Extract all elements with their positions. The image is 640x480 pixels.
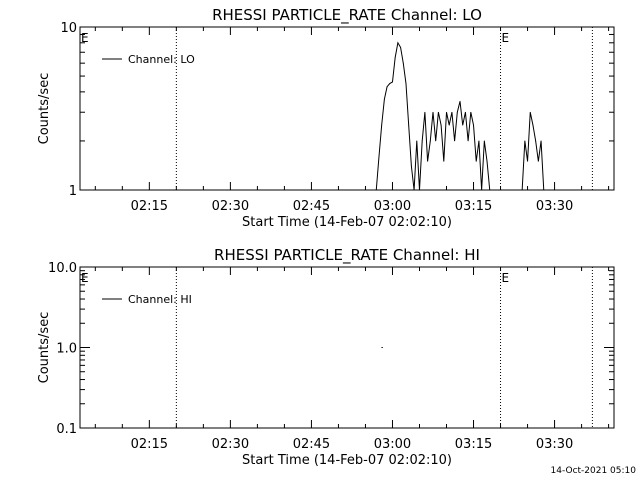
chart-0-data-point xyxy=(381,124,383,126)
chart-0-data-point xyxy=(419,189,420,191)
chart-0-data-point xyxy=(405,83,407,84)
chart-0-data-point xyxy=(375,189,377,191)
chart-0-data-point xyxy=(408,124,410,126)
chart-0-data-point xyxy=(402,62,404,64)
chart-1-x-tick-label: 03:15 xyxy=(455,437,492,452)
chart-0-y-tick-label: 1 xyxy=(69,184,77,199)
chart-0-x-tick-label: 02:30 xyxy=(212,199,249,214)
chart-0-data-point xyxy=(440,124,442,126)
chart-1-x-tick-label: 02:30 xyxy=(212,437,249,452)
chart-1-event-marker-label: E xyxy=(81,271,89,285)
chart-0-series-line xyxy=(375,41,545,191)
chart-0-data-point xyxy=(421,140,423,142)
chart-0-data-point xyxy=(448,124,450,126)
chart-0-x-tick-label: 03:30 xyxy=(536,199,573,214)
chart-0-y-tick-label: 10 xyxy=(60,21,77,36)
chart-1-data-point xyxy=(381,347,383,348)
chart-0-data-point xyxy=(389,83,391,84)
chart-0-data-point xyxy=(443,160,445,162)
chart-0-data-point xyxy=(521,189,523,191)
chart-0-data-point xyxy=(540,140,542,142)
timestamp: 14-Oct-2021 05:10 xyxy=(551,466,637,476)
chart-0-data-point xyxy=(473,124,474,126)
chart-0-data-point xyxy=(378,156,380,158)
chart-0-data-point xyxy=(532,124,534,126)
chart-0-title: RHESSI PARTICLE_RATE Channel: LO xyxy=(212,6,482,25)
chart-1-x-axis-label: Start Time (14-Feb-07 02:02:10) xyxy=(242,453,452,468)
chart-0-data-point xyxy=(529,111,531,113)
chart-0-data-point xyxy=(413,189,415,191)
chart-1-title: RHESSI PARTICLE_RATE Channel: HI xyxy=(214,246,480,265)
chart-0-data-point xyxy=(475,160,477,162)
chart-1-x-tick-label: 03:30 xyxy=(536,437,573,452)
chart-0-data-point xyxy=(489,189,491,191)
chart-1-x-tick-label: 02:45 xyxy=(293,437,330,452)
chart-0-data-point xyxy=(481,189,483,191)
chart-0-data-point xyxy=(432,111,434,113)
chart-1-event-marker-label: E xyxy=(502,271,510,285)
chart-0-legend-label: Channel: LO xyxy=(128,53,195,66)
chart-1-y-axis-label: Counts/sec xyxy=(37,312,52,384)
chart-1-legend-label: Channel: HI xyxy=(128,293,192,306)
chart-0-data-point xyxy=(537,160,539,162)
chart-0-data-point xyxy=(410,165,412,167)
chart-0-x-tick-label: 02:15 xyxy=(131,199,168,214)
chart-0-data-point xyxy=(524,140,526,142)
chart-1-y-tick-label: 1.0 xyxy=(56,342,77,357)
chart-0-data-point xyxy=(386,86,388,88)
chart-1-data-point xyxy=(382,347,383,348)
chart-0-data-point xyxy=(478,140,480,142)
chart-0-x-axis-label: Start Time (14-Feb-07 02:02:10) xyxy=(242,215,452,230)
chart-0-x-tick-label: 03:00 xyxy=(374,199,411,214)
chart-0-data-point xyxy=(429,140,431,142)
chart-0-data-point xyxy=(486,160,488,162)
chart-0-data-point xyxy=(394,57,396,58)
chart-0-plot-frame xyxy=(79,26,615,191)
chart-0-data-point xyxy=(392,81,393,83)
chart-1-y-tick-label: 10.0 xyxy=(48,261,77,276)
chart-1-x-tick-label: 02:15 xyxy=(131,437,168,452)
chart-0-data-point xyxy=(400,46,401,48)
chart-1-y-tick-label: 0.1 xyxy=(56,422,77,437)
chart-0-event-marker-label: E xyxy=(81,31,89,45)
chart-0-data-point xyxy=(470,111,472,113)
chart-1-x-tick-label: 03:00 xyxy=(374,437,411,452)
chart-0-data-point xyxy=(527,160,528,162)
chart-0-data-point xyxy=(438,111,439,113)
chart-0-data-point xyxy=(535,140,537,142)
chart-0-y-axis-label: Counts/sec xyxy=(37,73,52,145)
chart-0-data-point xyxy=(435,140,437,142)
chart-0-data-point xyxy=(454,140,456,142)
chart-0-data-point xyxy=(451,111,453,113)
chart-1-plot-frame xyxy=(79,266,615,429)
chart-0-data-point xyxy=(462,124,464,126)
chart-0-data-point xyxy=(465,111,466,113)
chart-0-data-point xyxy=(424,111,426,113)
chart-panel-hi: RHESSI PARTICLE_RATE Channel: HI Start Ti… xyxy=(37,246,615,468)
chart-0-x-tick-label: 03:15 xyxy=(455,199,492,214)
chart-0-event-marker-label: E xyxy=(502,31,510,45)
chart-0-data-point xyxy=(397,42,399,44)
chart-0-data-point xyxy=(483,140,485,142)
chart-0-data-point xyxy=(467,140,469,142)
chart-0-data-point xyxy=(427,160,428,162)
chart-0-data-point xyxy=(456,111,458,113)
chart-panel-lo: RHESSI PARTICLE_RATE Channel: LO Start Ti… xyxy=(37,6,615,230)
chart-0-data-point xyxy=(416,140,418,142)
chart-0-data-point xyxy=(446,111,447,113)
chart-0-data-point xyxy=(543,189,545,191)
chart-0-data-point xyxy=(459,100,461,102)
chart-0-data-point xyxy=(383,98,385,100)
chart-0-x-tick-label: 02:45 xyxy=(293,199,330,214)
